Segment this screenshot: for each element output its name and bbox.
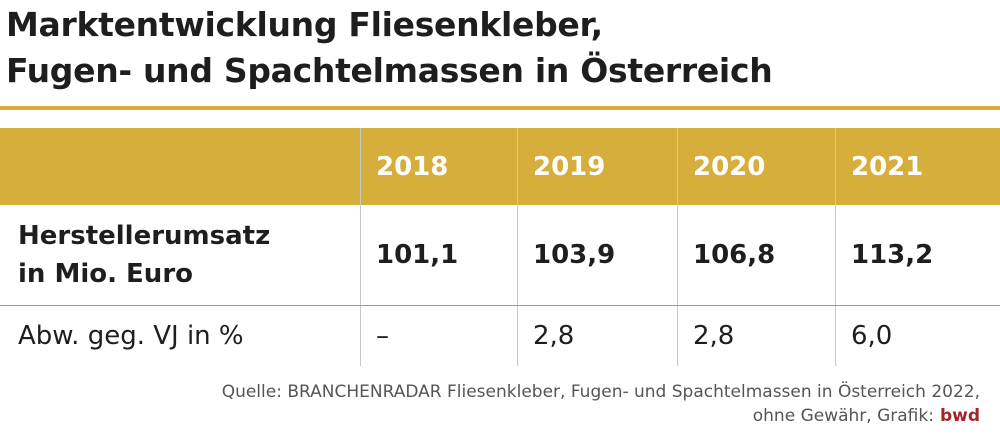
row-label: Herstellerumsatz in Mio. Euro (18, 217, 270, 293)
column-header: 2021 (851, 152, 924, 182)
row-label: Abw. geg. VJ in % (18, 317, 244, 355)
column-divider (677, 128, 678, 366)
source-line: ohne Gewähr, Grafik: bwd (222, 404, 980, 428)
cell: 101,1 (376, 240, 459, 270)
cell: – (376, 320, 389, 351)
source-line: Quelle: BRANCHENRADAR Fliesenkleber, Fug… (221, 382, 980, 402)
credit: bwd (939, 406, 980, 426)
column-divider (517, 128, 518, 366)
cell: 2,8 (533, 320, 575, 351)
column-header: 2020 (693, 152, 766, 182)
title-line: Marktentwicklung Fliesenkleber, (6, 5, 603, 44)
table-header (0, 128, 1000, 205)
column-divider (360, 128, 361, 366)
source-text: ohne Gewähr, Grafik: (752, 406, 934, 426)
title-line: Fugen- und Spachtelmassen in Österreich (6, 51, 773, 90)
row-divider (0, 305, 1000, 306)
column-divider (835, 128, 836, 366)
row-label-line: Abw. geg. VJ in % (18, 320, 244, 351)
column-header: 2019 (533, 152, 606, 182)
divider (0, 106, 1000, 110)
cell: 113,2 (851, 240, 934, 270)
cell: 106,8 (693, 240, 776, 270)
column-header: 2018 (376, 152, 449, 182)
row-label-line: in Mio. Euro (18, 259, 194, 289)
row-label-line: Herstellerumsatz (18, 221, 271, 251)
cell: 2,8 (693, 320, 735, 351)
cell: 103,9 (533, 240, 616, 270)
title: Marktentwicklung Fliesenkleber, Fugen- u… (6, 2, 773, 94)
footer: Quelle: BRANCHENRADAR Fliesenkleber, Fug… (222, 380, 980, 428)
cell: 6,0 (851, 320, 893, 351)
